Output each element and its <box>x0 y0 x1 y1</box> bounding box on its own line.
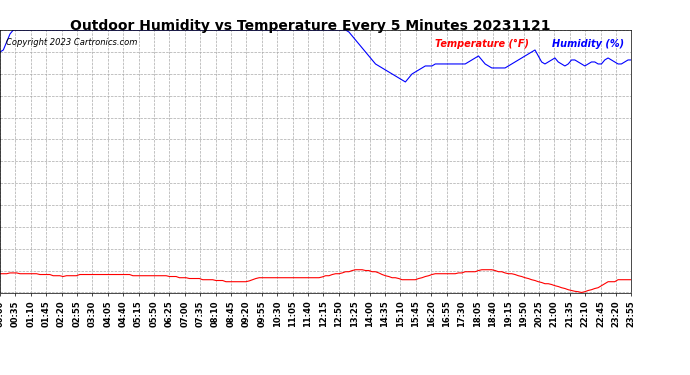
Text: Copyright 2023 Cartronics.com: Copyright 2023 Cartronics.com <box>6 38 138 47</box>
Text: Humidity (%): Humidity (%) <box>552 39 624 50</box>
Text: Outdoor Humidity vs Temperature Every 5 Minutes 20231121: Outdoor Humidity vs Temperature Every 5 … <box>70 19 551 33</box>
Text: Temperature (°F): Temperature (°F) <box>435 39 529 50</box>
